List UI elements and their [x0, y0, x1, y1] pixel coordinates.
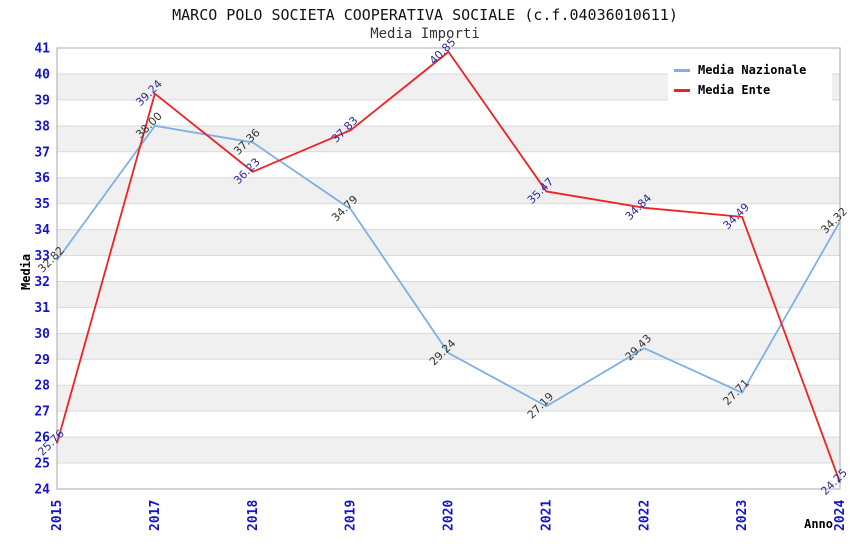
plot-band [57, 125, 840, 152]
plot-band [57, 333, 840, 360]
y-tick-label: 28 [34, 379, 50, 394]
plot-band [57, 151, 840, 178]
plot-band [57, 385, 840, 412]
y-tick-label: 29 [34, 353, 50, 368]
plot-band [57, 229, 840, 256]
chart-legend: Media Nazionale Media Ente [668, 57, 832, 103]
x-tick-label: 2017 [148, 500, 163, 531]
legend-label-media-nazionale: Media Nazionale [698, 63, 807, 77]
series-line-media-ente [56, 50, 841, 483]
y-tick-label: 33 [34, 249, 50, 264]
y-tick-label: 39 [34, 93, 50, 108]
x-tick-label: 2023 [735, 500, 750, 531]
legend-item-media-nazionale: Media Nazionale [674, 63, 824, 77]
plot-border [56, 47, 841, 490]
media-nazionale-line-swatch [674, 68, 690, 72]
y-tick-label: 24 [34, 483, 50, 498]
legend-label-media-ente: Media Ente [698, 83, 771, 97]
plot-band [57, 463, 840, 489]
y-tick-label: 32 [34, 275, 50, 290]
plot-band [57, 255, 840, 282]
plot-band [57, 281, 840, 308]
x-tick-label: 2019 [344, 500, 359, 531]
x-tick-label: 2020 [442, 500, 457, 531]
y-tick-label: 37 [34, 145, 50, 160]
y-tick-label: 25 [34, 457, 50, 472]
x-axis-title: Anno [804, 517, 833, 531]
x-tick-label: 2024 [833, 500, 848, 531]
chart-title: MARCO POLO SOCIETA COOPERATIVA SOCIALE (… [172, 6, 678, 24]
media-ente-line-swatch [674, 88, 690, 92]
plot-band [57, 99, 840, 126]
x-tick-label: 2015 [50, 500, 65, 531]
plot-band [57, 177, 840, 204]
y-tick-label: 30 [34, 327, 50, 342]
x-tick-label: 2018 [246, 500, 261, 531]
x-tick-label: 2022 [637, 500, 652, 531]
y-tick-label: 36 [34, 171, 50, 186]
x-tick-label: 2021 [539, 500, 554, 531]
plot-band [57, 307, 840, 334]
plot-band [57, 203, 840, 230]
legend-item-media-ente: Media Ente [674, 83, 824, 97]
chart-subtitle: Media Importi [370, 26, 480, 42]
y-tick-label: 35 [34, 197, 50, 212]
y-tick-label: 27 [34, 405, 50, 420]
plot-band [57, 437, 840, 464]
y-tick-label: 40 [34, 67, 50, 82]
y-tick-label: 26 [34, 431, 50, 446]
y-axis-title: Media [19, 254, 33, 290]
y-tick-label: 41 [34, 42, 50, 57]
plot-band [57, 411, 840, 438]
series-line-media-nazionale [56, 124, 841, 408]
y-tick-label: 38 [34, 119, 50, 134]
y-tick-label: 34 [34, 223, 50, 238]
plot-band [57, 359, 840, 386]
y-tick-label: 31 [34, 301, 50, 316]
